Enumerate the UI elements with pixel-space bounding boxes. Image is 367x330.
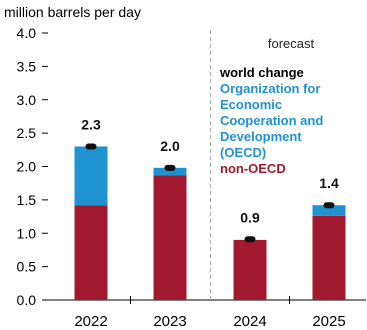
x-tick-label: 2022 [74, 313, 107, 330]
y-tick-label: 2.5 [17, 125, 37, 141]
bar-non-oecd-2022 [74, 205, 108, 300]
data-label: 2.3 [81, 116, 101, 132]
y-tick-label: 0.5 [17, 259, 37, 275]
legend-line: world change [219, 65, 304, 80]
bar-non-oecd-2023 [153, 175, 187, 300]
y-tick-label: 3.0 [17, 92, 37, 108]
legend-line: non-OECD [220, 161, 286, 176]
world-change-marker [85, 143, 97, 150]
x-tick-label: 2025 [312, 313, 345, 330]
x-tick-label: 2023 [153, 313, 186, 330]
bar-oecd-2022 [74, 146, 108, 206]
data-label: 0.9 [240, 209, 260, 225]
data-label: 2.0 [160, 138, 180, 154]
legend-line: Cooperation and [220, 113, 323, 128]
world-change-marker [164, 164, 176, 171]
legend-line: (OECD) [220, 145, 266, 160]
bar-oecd-2025 [312, 205, 346, 216]
y-tick-label: 1.5 [17, 192, 37, 208]
bar-oecd-2023 [153, 167, 187, 176]
legend-line: Economic [220, 97, 282, 112]
bar-non-oecd-2024 [233, 239, 267, 300]
y-tick-label: 3.5 [17, 58, 37, 74]
y-tick-label: 1.0 [17, 225, 37, 241]
y-tick-label: 4.0 [17, 25, 37, 41]
legend-line: Organization for [220, 81, 320, 96]
unit-label: million barrels per day [4, 4, 141, 20]
y-tick-label: 2.0 [17, 159, 37, 175]
world-change-marker [323, 202, 335, 209]
y-tick-label: 0.0 [17, 292, 37, 308]
data-label: 1.4 [319, 175, 339, 191]
bar-non-oecd-2025 [312, 215, 346, 300]
forecast-label: forecast [268, 36, 315, 51]
x-tick-label: 2024 [233, 313, 266, 330]
legend-line: Development [220, 129, 302, 144]
world-change-marker [244, 236, 256, 243]
